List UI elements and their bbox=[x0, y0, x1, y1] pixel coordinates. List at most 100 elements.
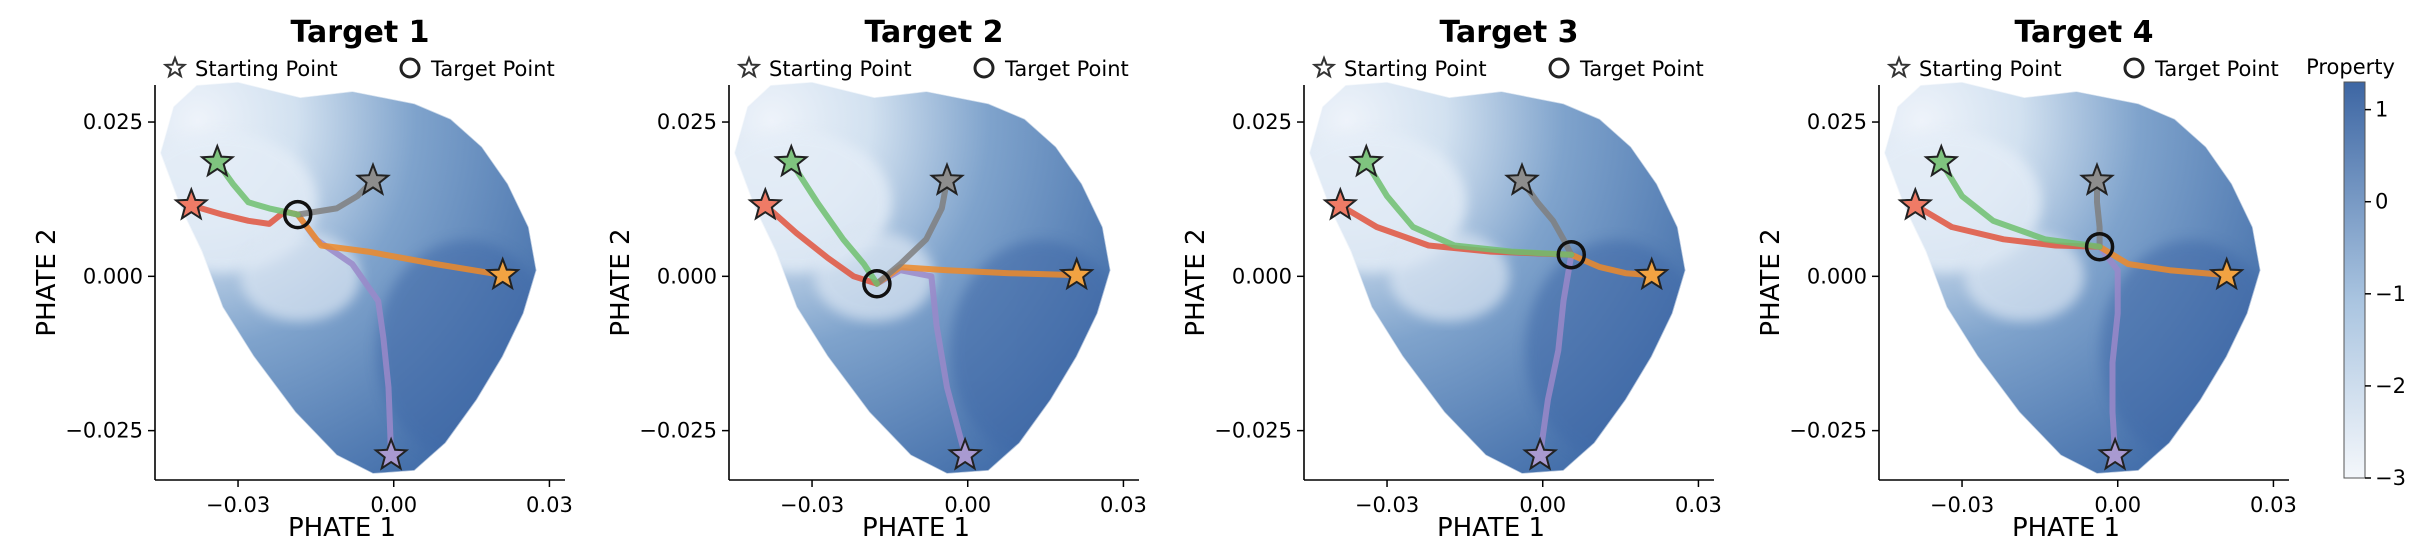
y-tick-label: 0.025 bbox=[657, 110, 717, 134]
y-axis-label: PHATE 2 bbox=[1756, 228, 1786, 336]
legend-circle-marker bbox=[973, 57, 995, 79]
y-tick-label: 0.000 bbox=[657, 264, 717, 288]
x-tick-label: 0.03 bbox=[2250, 493, 2297, 517]
panel-target-1: −0.03 0.00 0.03 0.025 0.000 −0.025 PHATE 1 PHAT… bbox=[32, 15, 573, 543]
target-point bbox=[1556, 239, 1587, 270]
start-star-purple bbox=[2097, 436, 2134, 471]
panel-title: Target 1 bbox=[290, 15, 429, 50]
start-star-green bbox=[199, 143, 236, 178]
density-blob bbox=[734, 81, 1111, 474]
y-tick-label: 0.025 bbox=[83, 110, 143, 134]
y-tick-label: −0.025 bbox=[1789, 419, 1867, 443]
panel-title: Target 4 bbox=[2014, 15, 2153, 50]
x-tick-label: 0.00 bbox=[2094, 493, 2141, 517]
colorbar: Property 1 0 −1 −2 −3 bbox=[2306, 55, 2406, 490]
x-tick-label: 0.00 bbox=[944, 493, 991, 517]
x-axis-label: PHATE 1 bbox=[1437, 513, 1545, 543]
path-orange bbox=[2096, 243, 2230, 279]
start-star-orange bbox=[1058, 256, 1095, 291]
colorbar-tick-label: −1 bbox=[2375, 282, 2406, 306]
colorbar-tick-label: 1 bbox=[2375, 98, 2388, 122]
x-axis-label: PHATE 1 bbox=[862, 513, 970, 543]
start-star-red bbox=[747, 186, 784, 221]
x-tick-label: 0.00 bbox=[370, 493, 417, 517]
legend-start-label: Starting Point bbox=[769, 57, 912, 81]
legend-star-marker bbox=[162, 55, 188, 79]
x-tick-label: 0.03 bbox=[1675, 493, 1722, 517]
legend-star-marker bbox=[1311, 55, 1337, 79]
legend: Starting Point Target Point bbox=[162, 55, 555, 81]
y-tick-label: 0.025 bbox=[1807, 110, 1867, 134]
path-red bbox=[1912, 202, 2103, 250]
path-orange bbox=[294, 211, 506, 279]
legend-start-label: Starting Point bbox=[1344, 57, 1487, 81]
start-star-purple bbox=[1522, 436, 1559, 471]
density-blob bbox=[1884, 81, 2261, 474]
target-point bbox=[282, 199, 313, 230]
path-orange bbox=[1568, 251, 1655, 279]
path-green bbox=[1363, 159, 1575, 258]
legend-target-label: Target Point bbox=[1004, 57, 1129, 81]
colorbar-tick-label: −2 bbox=[2375, 374, 2406, 398]
path-green bbox=[788, 159, 880, 287]
legend: Starting Point Target Point bbox=[1886, 55, 2279, 81]
legend-circle-marker bbox=[2123, 57, 2145, 79]
start-star-orange bbox=[2208, 256, 2245, 291]
start-star-green bbox=[773, 143, 810, 178]
start-star-gray bbox=[2079, 161, 2115, 196]
target-point bbox=[862, 268, 892, 299]
colorbar-gradient bbox=[2343, 81, 2366, 479]
colorbar-tick-label: 0 bbox=[2375, 190, 2388, 214]
path-red bbox=[762, 202, 880, 287]
legend: Starting Point Target Point bbox=[1311, 55, 1704, 81]
target-point bbox=[2084, 231, 2115, 262]
legend-target-label: Target Point bbox=[430, 57, 555, 81]
start-star-red bbox=[173, 186, 210, 221]
start-star-gray bbox=[355, 161, 391, 196]
x-tick-label: 0.03 bbox=[1100, 493, 1147, 517]
start-star-purple bbox=[947, 436, 984, 471]
y-axis-label: PHATE 2 bbox=[1181, 228, 1211, 336]
x-axis-label: PHATE 1 bbox=[288, 513, 396, 543]
start-star-green bbox=[1348, 143, 1385, 178]
y-tick-label: −0.025 bbox=[65, 419, 143, 443]
legend-circle-marker bbox=[399, 57, 421, 79]
legend-start-label: Starting Point bbox=[195, 57, 338, 81]
density-blob bbox=[160, 81, 537, 474]
start-star-gray bbox=[929, 161, 965, 196]
x-tick-label: 0.03 bbox=[526, 493, 573, 517]
y-tick-label: −0.025 bbox=[639, 419, 717, 443]
colorbar-tick-label: −3 bbox=[2375, 466, 2406, 490]
path-gray bbox=[2094, 177, 2103, 250]
y-tick-label: 0.000 bbox=[1232, 264, 1292, 288]
y-axis-label: PHATE 2 bbox=[32, 228, 62, 336]
legend: Starting Point Target Point bbox=[736, 55, 1129, 81]
y-tick-label: 0.000 bbox=[83, 264, 143, 288]
path-green bbox=[1938, 159, 2103, 250]
panel-target-2: −0.03 0.00 0.03 0.025 0.000 −0.025 PHATE 1 PHAT… bbox=[606, 15, 1147, 543]
y-axis-label: PHATE 2 bbox=[606, 228, 636, 336]
legend-target-label: Target Point bbox=[1579, 57, 1704, 81]
start-star-orange bbox=[1633, 256, 1670, 291]
start-star-purple bbox=[373, 436, 410, 471]
colorbar-label: Property bbox=[2306, 55, 2395, 79]
path-purple bbox=[1537, 251, 1575, 459]
x-tick-label: 0.00 bbox=[1519, 493, 1566, 517]
path-gray bbox=[873, 177, 950, 287]
start-star-gray bbox=[1504, 161, 1540, 196]
x-tick-label: −0.03 bbox=[206, 493, 270, 517]
x-tick-label: −0.03 bbox=[1930, 493, 1994, 517]
legend-start-label: Starting Point bbox=[1919, 57, 2062, 81]
y-tick-label: 0.025 bbox=[1232, 110, 1292, 134]
path-purple bbox=[2096, 243, 2121, 459]
x-tick-label: −0.03 bbox=[1355, 493, 1419, 517]
x-axis-label: PHATE 1 bbox=[2012, 513, 2120, 543]
legend-star-marker bbox=[1886, 55, 1912, 79]
panel-title: Target 2 bbox=[864, 15, 1003, 50]
panel-title: Target 3 bbox=[1439, 15, 1578, 50]
start-star-red bbox=[1897, 186, 1934, 221]
y-tick-label: 0.000 bbox=[1807, 264, 1867, 288]
y-tick-label: −0.025 bbox=[1214, 419, 1292, 443]
legend-target-label: Target Point bbox=[2154, 57, 2279, 81]
